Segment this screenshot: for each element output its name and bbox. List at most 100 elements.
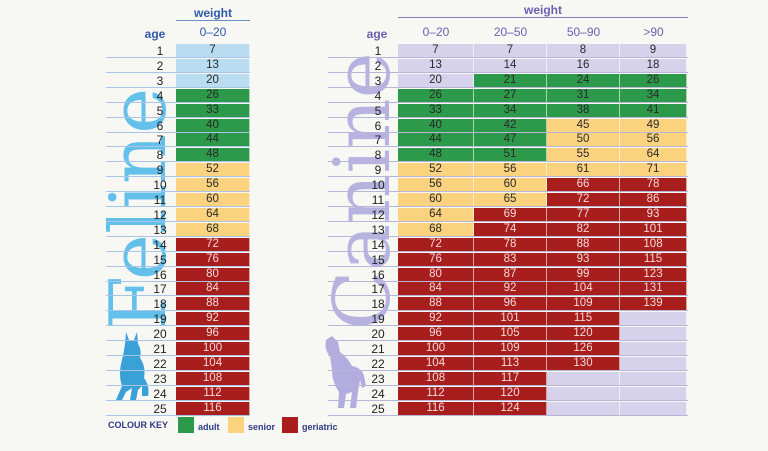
canine-cell: 104: [398, 357, 474, 370]
canine-cell: [620, 327, 687, 340]
feline-age-label: 14: [153, 238, 167, 252]
canine-cell: 56: [474, 163, 547, 176]
feline-age-label: 20: [153, 327, 167, 341]
canine-row: 16 80 87 99 123: [0, 268, 768, 282]
canine-cell: 13: [398, 59, 474, 72]
canine-age-label: 5: [374, 104, 382, 118]
feline-row: 2 13: [0, 59, 768, 73]
canine-age-label: 22: [371, 357, 385, 371]
canine-cell: 69: [474, 208, 547, 221]
canine-cell: 76: [398, 253, 474, 266]
canine-weight-column-1: 20–50: [493, 25, 528, 39]
canine-weight-column-3: >90: [643, 25, 664, 39]
canine-cell: 78: [620, 178, 687, 191]
canine-cell: 47: [474, 133, 547, 146]
feline-row: 9 52: [0, 163, 768, 177]
canine-cell: 101: [620, 223, 687, 236]
canine-row: 15 76 83 93 115: [0, 253, 768, 267]
feline-cell: 7: [176, 44, 250, 57]
key-label-senior: senior: [248, 422, 276, 432]
canine-cell: 93: [547, 253, 620, 266]
feline-age-label: 3: [156, 74, 164, 88]
canine-cell: 40: [398, 119, 474, 132]
canine-row-rule: [328, 57, 688, 58]
canine-weight-bracket: [398, 17, 688, 18]
canine-cell: 100: [398, 342, 474, 355]
feline-row-rule: [106, 355, 250, 356]
feline-row-rule: [106, 400, 250, 401]
canine-cell: 18: [620, 59, 687, 72]
canine-age-label: 12: [371, 208, 385, 222]
canine-age-label: 25: [371, 402, 385, 416]
feline-age-label: 23: [153, 372, 167, 386]
canine-age-label: 18: [371, 297, 385, 311]
canine-cell: 14: [474, 59, 547, 72]
key-swatch-geriatric: [282, 417, 298, 433]
feline-cell: 60: [176, 193, 250, 206]
feline-row-rule: [106, 310, 250, 311]
canine-row-rule: [328, 355, 688, 356]
canine-cell: 96: [474, 297, 547, 310]
canine-row: 17 84 92 104 131: [0, 282, 768, 296]
feline-cell: 68: [176, 223, 250, 236]
feline-row-rule: [106, 87, 250, 88]
feline-row-rule: [106, 146, 250, 147]
canine-cell: [547, 387, 620, 400]
feline-cell: 116: [176, 402, 250, 415]
canine-row-rule: [328, 295, 688, 296]
canine-cell: 92: [398, 312, 474, 325]
canine-cell: 56: [620, 133, 687, 146]
canine-row-rule: [328, 340, 688, 341]
canine-cell: 74: [474, 223, 547, 236]
canine-age-label: 23: [371, 372, 385, 386]
canine-cell: 64: [620, 148, 687, 161]
canine-cell: 72: [398, 238, 474, 251]
feline-cell: 92: [176, 312, 250, 325]
feline-row-rule: [106, 57, 250, 58]
feline-weight-header: weight: [194, 6, 232, 20]
canine-cell: 116: [398, 402, 474, 415]
feline-cell: 76: [176, 253, 250, 266]
canine-cell: 123: [620, 268, 687, 281]
feline-age-header: age: [144, 27, 166, 41]
feline-cell: 80: [176, 268, 250, 281]
feline-age-label: 19: [153, 312, 167, 326]
canine-cell: 117: [474, 372, 547, 385]
feline-row-rule: [106, 251, 250, 252]
canine-cell: 26: [398, 89, 474, 102]
feline-cell: 40: [176, 119, 250, 132]
canine-cell: 34: [620, 89, 687, 102]
canine-cell: 42: [474, 119, 547, 132]
feline-row-rule: [106, 266, 250, 267]
feline-row-rule: [106, 325, 250, 326]
canine-cell: 109: [547, 297, 620, 310]
feline-row-rule: [106, 385, 250, 386]
canine-cell: [620, 342, 687, 355]
canine-row: 14 72 78 88 108: [0, 238, 768, 252]
canine-cell: 105: [474, 327, 547, 340]
canine-row: 10 56 60 66 78: [0, 178, 768, 192]
canine-cell: 20: [398, 74, 474, 87]
canine-cell: 26: [620, 74, 687, 87]
canine-cell: 45: [547, 119, 620, 132]
feline-row-rule: [106, 206, 250, 207]
feline-row: 23 108: [0, 372, 768, 386]
canine-cell: 71: [620, 163, 687, 176]
feline-row: 17 84: [0, 282, 768, 296]
canine-row: 13 68 74 82 101: [0, 223, 768, 237]
feline-cell: 44: [176, 133, 250, 146]
feline-cell: 96: [176, 327, 250, 340]
feline-row: 6 40: [0, 119, 768, 133]
canine-cell: 60: [398, 193, 474, 206]
canine-row: 9 52 56 61 71: [0, 163, 768, 177]
feline-row-rule: [106, 221, 250, 222]
canine-age-label: 6: [374, 119, 382, 133]
canine-cell: 49: [620, 119, 687, 132]
canine-cell: [547, 372, 620, 385]
canine-row-rule: [328, 102, 688, 103]
canine-cell: 65: [474, 193, 547, 206]
cat-silhouette-icon: [116, 332, 149, 400]
canine-row: 3 20 21 24 26: [0, 74, 768, 88]
